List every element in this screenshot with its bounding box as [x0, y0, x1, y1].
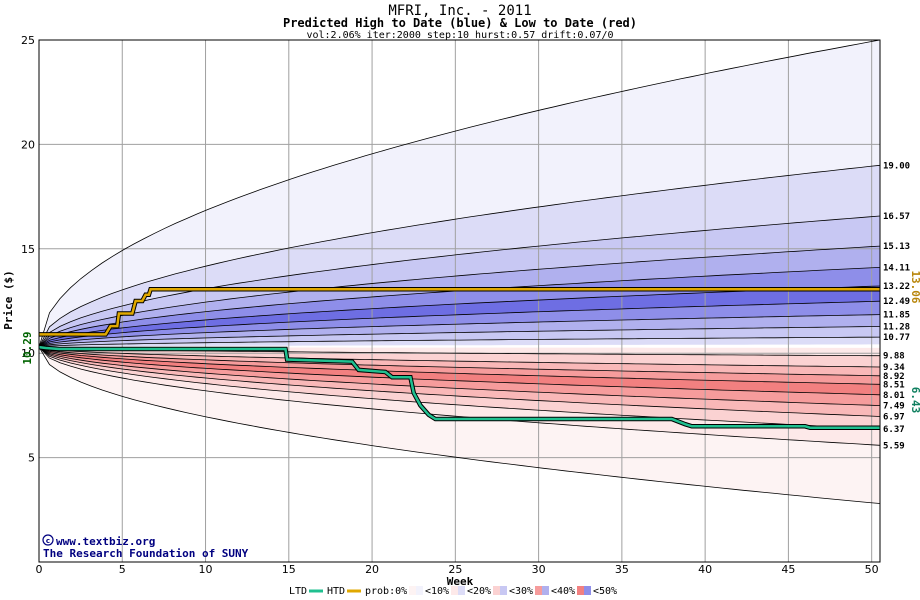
low-edge-8: [38, 346, 881, 446]
htd-line: [39, 288, 880, 336]
ltd-line: [38, 345, 880, 429]
high-edge-2: [38, 215, 881, 348]
chart-subtitle: Predicted High to Date (blue) & Low to D…: [283, 16, 637, 30]
credit: c www.textbiz.org The Research Foundatio…: [42, 534, 249, 560]
low-edge-5: [38, 346, 881, 406]
level-label: 7.49: [883, 402, 905, 412]
x-tick-label: 0: [36, 563, 43, 576]
legend-range-label: <20%: [467, 586, 491, 597]
high-edge-7: [38, 314, 881, 348]
legend-range-label: <50%: [593, 586, 617, 597]
y-tick-label: 5: [28, 452, 35, 465]
level-label: 8.92: [883, 372, 905, 382]
high-edge-6: [38, 300, 881, 348]
level-label: 11.28: [883, 322, 910, 332]
level-label: 5.59: [883, 441, 905, 451]
plot-frame: [38, 39, 881, 563]
low-edge-9: [38, 346, 881, 504]
right-level-labels: 19.00 16.57 15.13 14.11 13.22 12.49 11.8511.28…: [883, 161, 910, 451]
credit-org: The Research Foundation of SUNY: [43, 547, 249, 560]
x-tick-label: 5: [119, 563, 126, 576]
low-edge-3: [38, 346, 881, 385]
level-label: 15.13: [883, 242, 910, 252]
x-tick-label: 50: [865, 563, 879, 576]
high-edge-1: [38, 164, 881, 348]
legend-swatch-red: [577, 586, 584, 595]
copyright-icon: [42, 534, 54, 546]
legend-swatch-red: [409, 586, 416, 595]
level-label: 11.85: [883, 311, 910, 321]
chart-params: vol:2.06% iter:2000 step:10 hurst:0.57 d…: [306, 30, 613, 41]
high-band-9: [39, 337, 880, 348]
high-edge-9: [38, 336, 881, 348]
level-label: 8.51: [883, 380, 905, 390]
y-axis-label: Price ($): [2, 270, 15, 330]
legend-swatch-blue: [416, 586, 423, 595]
y-ticks: 5 10 15 20 25: [21, 34, 35, 465]
final-high-label: 13.06: [909, 270, 920, 303]
legend-ltd-label: LTD: [289, 586, 307, 597]
chart-title: MFRI, Inc. - 2011: [388, 3, 531, 19]
x-tick-label: 20: [365, 563, 379, 576]
y-tick-label: 10: [21, 347, 35, 360]
start-price-label: 10.29: [21, 331, 34, 364]
mid-gap-high: [39, 344, 880, 348]
legend-range-label: <30%: [509, 586, 533, 597]
x-tick-label: 35: [615, 563, 629, 576]
level-label: 8.01: [883, 391, 905, 401]
low-edge-1: [38, 346, 881, 368]
low-edge-7: [38, 346, 881, 430]
high-edge-0: [38, 39, 881, 348]
high-edge-8: [38, 326, 881, 348]
legend-swatch-blue: [458, 586, 465, 595]
x-tick-label: 15: [282, 563, 296, 576]
low-edge-4: [38, 346, 881, 396]
legend-swatch-blue: [542, 586, 549, 595]
probability-bands: [39, 40, 880, 504]
legend-swatch-blue: [584, 586, 591, 595]
legend-range-label: <40%: [551, 586, 575, 597]
low-edge-2: [38, 346, 881, 377]
x-tick-label: 45: [781, 563, 795, 576]
level-label: 19.00: [883, 161, 910, 171]
copyright-c: c: [46, 537, 50, 545]
y-tick-label: 20: [21, 138, 35, 151]
x-tick-label: 10: [199, 563, 213, 576]
x-axis-label: Week: [447, 575, 474, 588]
credit-url: www.textbiz.org: [56, 535, 155, 548]
low-edge-6: [38, 346, 881, 417]
final-low-label: 6.43: [909, 387, 920, 414]
legend-swatch-red: [535, 586, 542, 595]
level-label: 12.49: [883, 297, 910, 307]
legend-htd-label: HTD: [327, 586, 345, 597]
level-label: 14.11: [883, 263, 910, 273]
legend: LTD HTD prob:0% <10% <20% <30% <40% <50%: [289, 586, 617, 597]
level-label: 6.37: [883, 425, 905, 435]
legend-prob-label: prob:0%: [365, 586, 407, 597]
high-edge-3: [38, 245, 881, 348]
legend-range-label: <10%: [425, 586, 449, 597]
legend-swatch-blue: [500, 586, 507, 595]
level-label: 9.34: [883, 363, 905, 373]
level-label: 13.22: [883, 282, 910, 292]
band-edges: [38, 39, 881, 504]
legend-swatch-red: [493, 586, 500, 595]
level-label: 10.77: [883, 333, 910, 343]
x-tick-label: 25: [448, 563, 462, 576]
y-tick-label: 25: [21, 34, 35, 47]
y-tick-label: 15: [21, 243, 35, 256]
legend-swatch-red: [451, 586, 458, 595]
x-ticks: 0 5 10 15 20 25 30 35 40 45 50: [36, 563, 879, 576]
level-label: 6.97: [883, 412, 905, 422]
x-tick-label: 40: [698, 563, 712, 576]
series: [38, 287, 880, 430]
level-label: 16.57: [883, 212, 910, 222]
level-label: 9.88: [883, 352, 905, 362]
x-tick-label: 30: [532, 563, 546, 576]
